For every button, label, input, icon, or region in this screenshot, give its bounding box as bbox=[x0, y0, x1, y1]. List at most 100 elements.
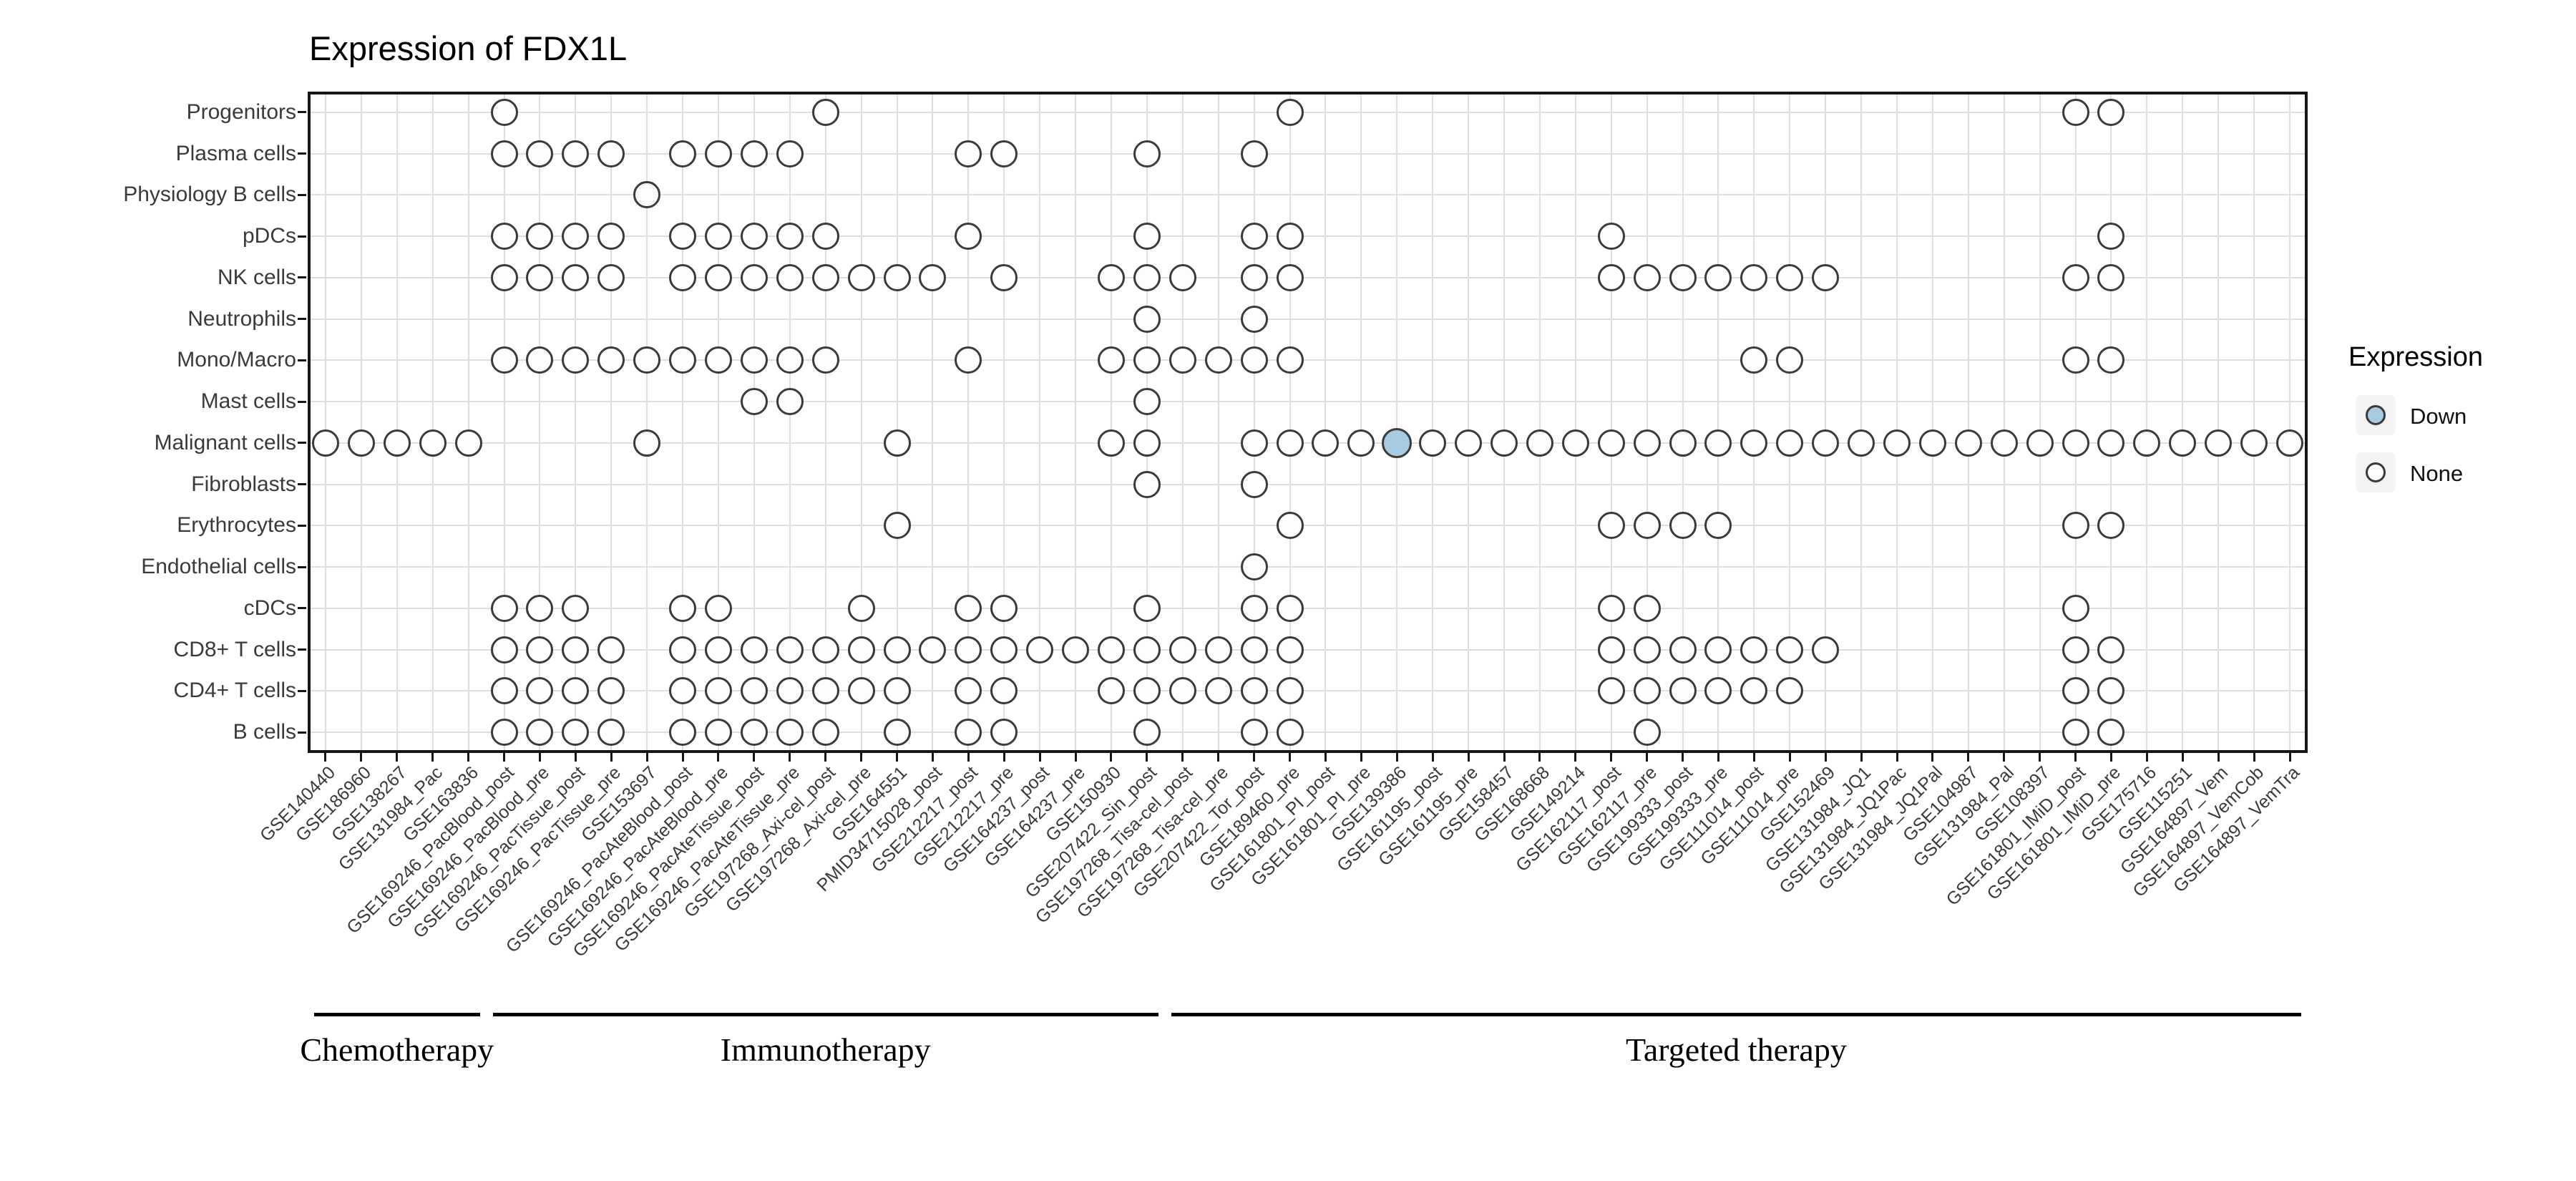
x-axis-tick bbox=[360, 753, 363, 762]
legend-entry-label: None bbox=[2410, 461, 2464, 486]
expression-dot-none bbox=[1133, 677, 1161, 705]
gridline-vertical bbox=[1682, 94, 1684, 750]
expression-dot-none bbox=[669, 263, 697, 291]
expression-dot-none bbox=[1133, 263, 1161, 291]
y-axis-tick bbox=[298, 400, 306, 403]
expression-dot-none bbox=[740, 140, 768, 167]
expression-dot-none bbox=[1597, 512, 1625, 540]
gridline-vertical bbox=[360, 94, 362, 750]
expression-dot-none bbox=[1133, 594, 1161, 622]
y-axis-tick bbox=[298, 607, 306, 610]
gridline-vertical bbox=[503, 94, 505, 750]
expression-dot-none bbox=[990, 677, 1018, 705]
gridline-vertical bbox=[967, 94, 970, 750]
expression-dot-none bbox=[1133, 223, 1161, 251]
expression-dot-none bbox=[1990, 429, 2018, 457]
expression-dot-none bbox=[1633, 719, 1661, 747]
expression-dot-none bbox=[1669, 263, 1697, 291]
expression-dot-none bbox=[1633, 263, 1661, 291]
expression-dot-none bbox=[562, 263, 590, 291]
expression-dot-none bbox=[1419, 429, 1447, 457]
y-axis-tick bbox=[298, 152, 306, 155]
expression-dot-none bbox=[776, 677, 804, 705]
y-axis-label: Fibroblasts bbox=[191, 472, 296, 496]
expression-dot-none bbox=[1169, 346, 1196, 374]
expression-dot-none bbox=[990, 719, 1018, 747]
expression-dot-none bbox=[847, 636, 875, 664]
gridline-vertical bbox=[610, 94, 613, 750]
x-axis-tick bbox=[538, 753, 541, 762]
expression-dot-none bbox=[2240, 429, 2268, 457]
expression-dot-none bbox=[347, 429, 375, 457]
legend-down-dot bbox=[2366, 405, 2386, 425]
gridline-vertical bbox=[1717, 94, 1719, 750]
gridline-vertical bbox=[1610, 94, 1612, 750]
expression-dot-none bbox=[1633, 677, 1661, 705]
expression-dot-none bbox=[847, 677, 875, 705]
gridline-vertical bbox=[789, 94, 791, 750]
expression-dot-none bbox=[1097, 429, 1125, 457]
expression-dot-none bbox=[990, 263, 1018, 291]
x-axis-tick bbox=[681, 753, 684, 762]
expression-dot-none bbox=[562, 719, 590, 747]
y-axis-tick bbox=[298, 318, 306, 321]
expression-dot-none bbox=[1704, 512, 1732, 540]
x-axis-tick bbox=[2003, 753, 2006, 762]
expression-dot-none bbox=[2097, 636, 2125, 664]
x-axis-tick bbox=[1324, 753, 1327, 762]
x-axis-tick bbox=[1217, 753, 1220, 762]
expression-dot-none bbox=[669, 719, 697, 747]
gridline-vertical bbox=[1110, 94, 1112, 750]
expression-dot-none bbox=[490, 719, 518, 747]
expression-dot-none bbox=[526, 677, 554, 705]
expression-dot-none bbox=[2097, 429, 2125, 457]
expression-dot-none bbox=[2205, 429, 2233, 457]
expression-dot-none bbox=[990, 140, 1018, 167]
expression-dot-none bbox=[740, 346, 768, 374]
expression-dot-none bbox=[490, 263, 518, 291]
expression-dot-none bbox=[704, 140, 732, 167]
x-axis-tick bbox=[1002, 753, 1005, 762]
gridline-vertical bbox=[717, 94, 719, 750]
x-axis-tick bbox=[1253, 753, 1256, 762]
expression-dot-none bbox=[2097, 677, 2125, 705]
gridline-vertical bbox=[1253, 94, 1255, 750]
gridline-vertical bbox=[2253, 94, 2255, 750]
gridline-vertical bbox=[575, 94, 577, 750]
expression-dot-none bbox=[955, 636, 982, 664]
x-axis-tick bbox=[896, 753, 899, 762]
y-axis-tick bbox=[298, 524, 306, 527]
expression-dot-none bbox=[1204, 346, 1232, 374]
expression-dot-none bbox=[704, 594, 732, 622]
y-axis-label: Mono/Macro bbox=[177, 348, 296, 372]
expression-dot-none bbox=[669, 346, 697, 374]
expression-dot-none bbox=[1169, 636, 1196, 664]
y-axis-tick bbox=[298, 359, 306, 361]
gridline-vertical bbox=[1324, 94, 1327, 750]
gridline-horizontal bbox=[311, 525, 2305, 527]
gridline-vertical bbox=[1075, 94, 1077, 750]
expression-dot-none bbox=[2026, 429, 2054, 457]
expression-dot-none bbox=[1455, 429, 1483, 457]
y-axis-tick bbox=[298, 276, 306, 279]
expression-dot-none bbox=[919, 263, 947, 291]
expression-dot-none bbox=[1133, 470, 1161, 498]
expression-dot-none bbox=[597, 140, 625, 167]
expression-dot-none bbox=[1097, 263, 1125, 291]
gridline-vertical bbox=[1574, 94, 1576, 750]
x-axis-tick bbox=[1824, 753, 1827, 762]
expression-dot-none bbox=[1704, 263, 1732, 291]
expression-dot-none bbox=[1669, 512, 1697, 540]
expression-dot-none bbox=[1669, 677, 1697, 705]
x-axis-tick bbox=[431, 753, 434, 762]
expression-dot-none bbox=[597, 263, 625, 291]
expression-dot-none bbox=[811, 636, 839, 664]
y-axis-label: cDCs bbox=[243, 596, 296, 620]
expression-dot-none bbox=[1633, 636, 1661, 664]
legend-none-dot bbox=[2366, 462, 2386, 482]
gridline-vertical bbox=[2218, 94, 2220, 750]
expression-dot-none bbox=[1097, 636, 1125, 664]
expression-dot-none bbox=[704, 677, 732, 705]
expression-dot-none bbox=[1669, 429, 1697, 457]
x-axis-tick bbox=[2074, 753, 2077, 762]
